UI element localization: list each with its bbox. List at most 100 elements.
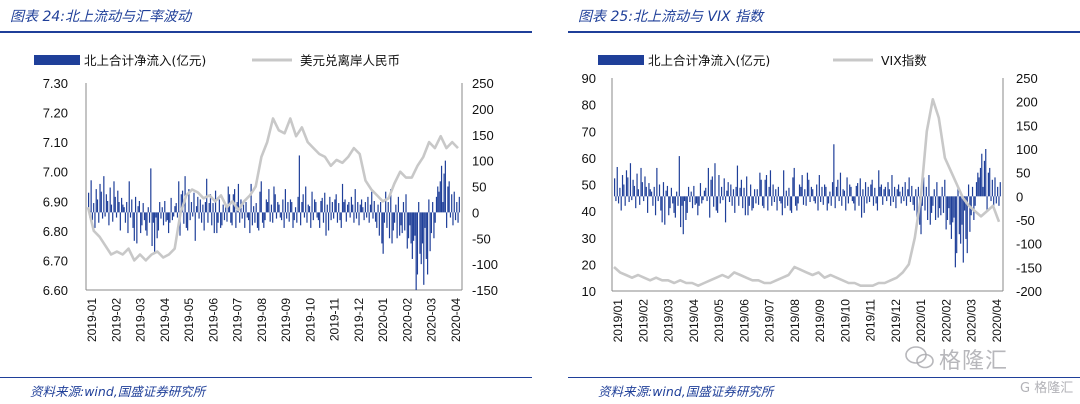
left-tick-label: 7.10	[43, 135, 68, 150]
bar	[614, 178, 616, 197]
line-series	[613, 98, 1001, 287]
bar	[801, 175, 803, 197]
x-tick-label: 2019-08	[255, 298, 269, 342]
bar	[617, 196, 620, 204]
bar	[722, 196, 724, 201]
bar	[892, 196, 894, 203]
bar	[181, 190, 184, 213]
bar	[687, 186, 690, 197]
bar	[979, 167, 982, 197]
bar	[319, 212, 321, 228]
bar	[298, 155, 300, 213]
bar	[629, 163, 632, 197]
bar	[783, 170, 785, 197]
bar	[643, 196, 645, 202]
bar	[748, 196, 750, 206]
bar	[202, 204, 204, 213]
bar	[723, 178, 725, 197]
bar	[137, 206, 139, 213]
bar	[312, 212, 314, 221]
bar	[867, 186, 869, 197]
x-tick-label: 2019/06	[737, 299, 751, 343]
bar	[821, 186, 823, 197]
bar	[684, 196, 686, 202]
bar	[829, 191, 831, 197]
bar	[985, 149, 987, 197]
x-tick-label: 2019-02	[109, 298, 123, 342]
bar	[934, 196, 937, 220]
bar	[273, 186, 275, 213]
bar	[193, 192, 195, 213]
x-tick-label: 2019/01	[611, 299, 625, 343]
bar	[727, 182, 729, 197]
bar	[302, 194, 304, 213]
x-tick-label: 2019/10	[838, 299, 852, 343]
bar	[915, 189, 917, 197]
bar	[307, 204, 309, 213]
right-tick-label: 50	[1016, 166, 1030, 181]
bar	[250, 183, 252, 213]
bar	[128, 181, 130, 213]
bar	[187, 212, 189, 231]
bar	[429, 212, 431, 252]
bar	[138, 200, 140, 213]
bar	[923, 177, 925, 197]
bar	[858, 196, 860, 206]
bar	[946, 196, 949, 220]
x-tick: 2020/01	[914, 299, 928, 343]
bar	[978, 177, 980, 197]
bar	[657, 196, 659, 202]
bar	[662, 182, 665, 197]
bar	[308, 206, 311, 213]
bar	[164, 200, 166, 213]
bar	[648, 183, 650, 197]
left-tick-label: 7.20	[43, 106, 68, 121]
bar	[849, 184, 851, 197]
x-tick: 2019-03	[134, 298, 148, 342]
bar	[958, 196, 960, 235]
bar	[114, 196, 116, 213]
x-tick-label: 2020-04	[449, 298, 463, 342]
bar	[284, 189, 286, 213]
bar	[316, 212, 318, 218]
bar	[660, 196, 662, 211]
x-tick: 2019-04	[158, 298, 172, 342]
bar	[754, 189, 756, 197]
bar	[296, 212, 298, 223]
bar	[162, 212, 165, 226]
x-tick-label: 2019-03	[134, 298, 148, 342]
x-tick: 2019-05	[182, 298, 196, 342]
bar	[839, 172, 842, 197]
bar	[826, 196, 828, 211]
bar-series	[88, 155, 460, 291]
bar	[199, 199, 201, 213]
bar	[194, 212, 196, 241]
bar	[393, 212, 396, 223]
bar	[827, 196, 830, 204]
legend-bar-swatch	[598, 55, 644, 65]
bar	[270, 204, 273, 213]
bar	[104, 212, 106, 217]
bar	[218, 199, 220, 213]
bar	[620, 196, 622, 211]
right-tick-label: 200	[1016, 95, 1038, 110]
bar	[132, 212, 134, 228]
chart-plot-24: 北上合计净流入(亿元) 美元兑离岸人民币 6.60 6.70 6.80 6.90 7.00 7…	[34, 53, 498, 342]
left-tick-label: 6.60	[43, 283, 68, 298]
chart-plot-25: 北上合计净流入(亿元) VIX指数 10 20 30 40 50 60 70 80 90 -200 -1…	[582, 53, 1043, 343]
bar	[169, 212, 171, 223]
bar	[145, 212, 147, 231]
x-tick: 2020-04	[449, 298, 463, 342]
bar	[909, 196, 912, 203]
bar	[292, 212, 294, 228]
bar	[155, 212, 157, 218]
left-tick-label: 40	[582, 204, 596, 219]
bar	[768, 186, 770, 197]
bar	[369, 204, 372, 213]
bar	[176, 212, 179, 218]
bar	[701, 196, 703, 204]
bar	[707, 167, 709, 197]
bar	[658, 184, 661, 197]
footer-rule	[0, 377, 532, 378]
bar	[344, 199, 346, 213]
